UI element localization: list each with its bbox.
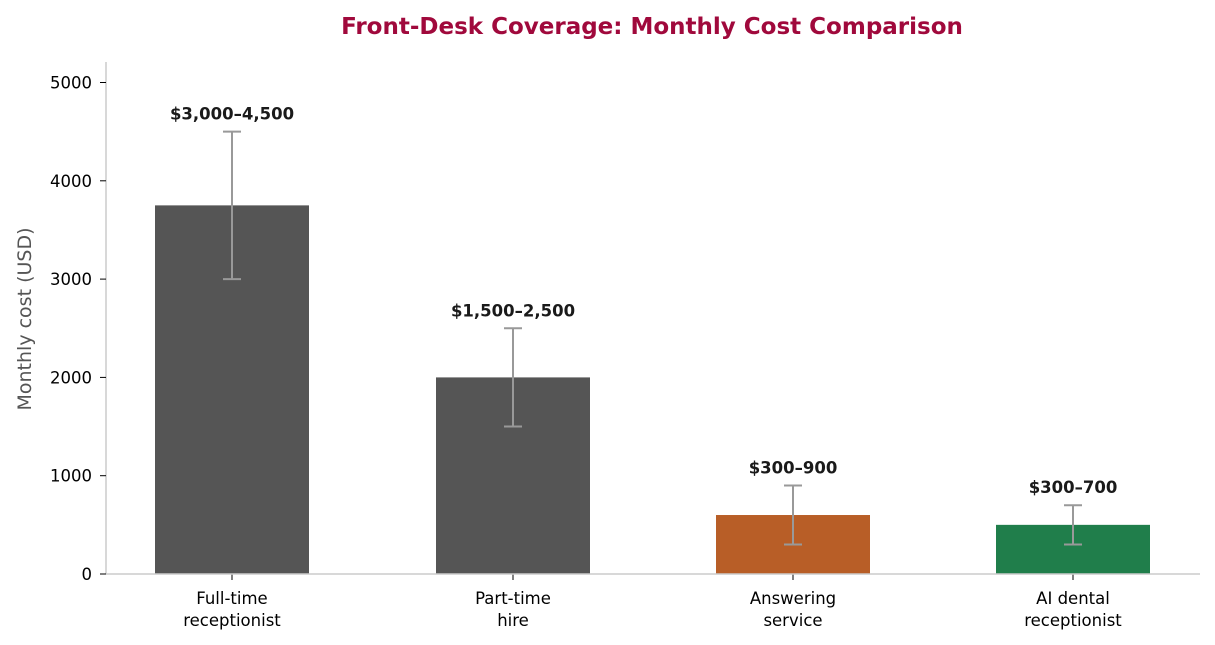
y-tick-label: 2000 [50,368,92,387]
y-axis-label: Monthly cost (USD) [14,228,36,411]
y-tick-label: 4000 [50,172,92,191]
error-bars-layer [223,130,1082,546]
y-tick-label: 1000 [50,467,92,486]
data-label-1: $3,000–4,500 [170,105,294,124]
x-tick-label-4: AI dental receptionist [1024,589,1122,630]
y-axis-label-group: Monthly cost (USD) [14,228,36,411]
y-tick-label: 5000 [50,74,92,93]
data-label-4: $300–700 [1029,478,1118,497]
data-label-2: $1,500–2,500 [451,301,575,320]
error-bar-2 [504,327,522,428]
data-label-3: $300–900 [749,459,838,478]
bars-layer [155,205,1150,574]
y-tick-label: 0 [82,565,93,584]
x-tick-label-1: Full-time receptionist [183,589,281,630]
error-bar-4 [1064,504,1082,546]
axes-layer: Full-time receptionist Part-time hire Answer… [50,62,1200,630]
error-bar-1 [223,130,241,281]
y-tick-label: 3000 [50,270,92,289]
error-bar-3 [784,484,802,546]
x-tick-label-2: Part-time hire [475,589,551,630]
x-tick-label-3: Answering service [750,589,836,630]
data-labels-layer: $3,000–4,500 $1,500–2,500 $300–900 $300–700 [170,105,1117,498]
chart-title: Front-Desk Coverage: Monthly Cost Compar… [341,14,963,40]
